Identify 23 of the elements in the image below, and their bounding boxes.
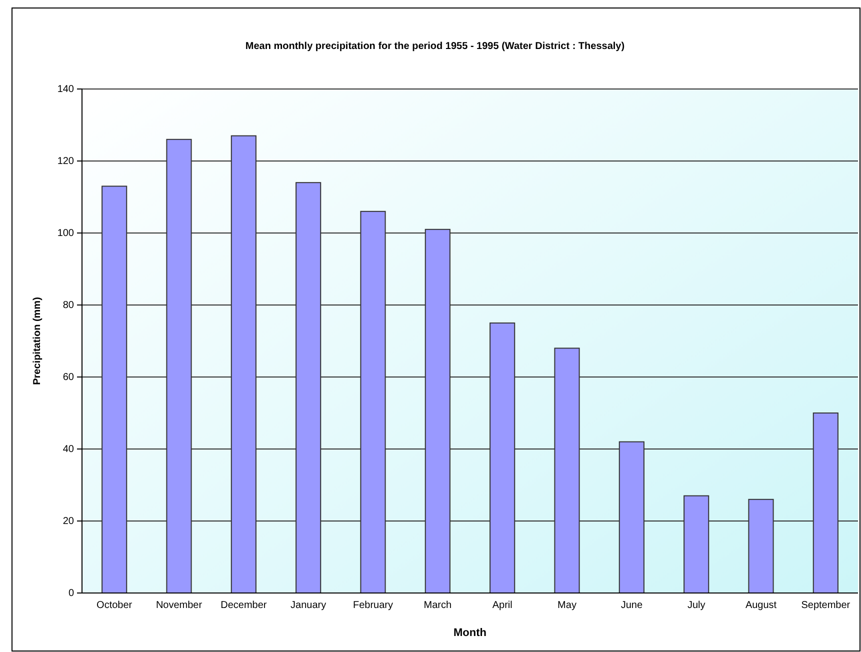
x-tick-label: October [96,600,133,611]
x-tick-label: March [424,600,452,611]
y-tick-label: 80 [62,300,74,312]
y-axis-title: Precipitation (mm) [32,297,43,385]
x-tick-label: December [220,600,268,611]
y-tick-label: 20 [62,516,74,528]
x-tick-label: June [620,600,643,611]
chart-title: Mean monthly precipitation for the period 1955 - 1995 (Water District : Thessaly) [245,41,625,52]
x-tick-label: November [156,600,203,611]
x-tick-label: February [352,600,394,611]
y-tick-label: 140 [57,84,74,96]
y-tick-label: 0 [68,588,74,600]
x-tick-label: August [745,600,777,611]
y-tick-label: 60 [62,372,74,384]
x-tick-label: May [558,600,576,611]
x-tick-label: July [687,600,706,611]
x-tick-label: January [290,600,326,611]
x-tick-label: September [801,600,851,611]
y-tick-label: 100 [57,228,74,240]
y-tick-label: 120 [57,156,74,168]
x-axis-title: Month [454,627,487,639]
x-tick-label: April [492,600,512,611]
y-tick-label: 40 [62,444,74,456]
